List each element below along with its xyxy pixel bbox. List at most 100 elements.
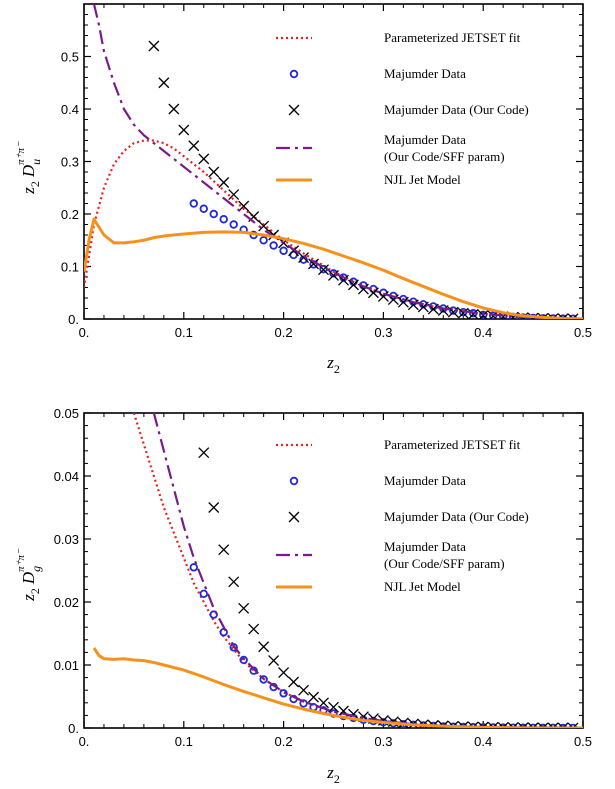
x-tick-label: 0.2 bbox=[275, 325, 293, 340]
x-marker-stroke bbox=[298, 684, 310, 696]
point-majumder-data-our-code bbox=[178, 124, 190, 136]
x-marker-stroke bbox=[478, 309, 489, 319]
point-majumder-data-our-code bbox=[228, 576, 240, 588]
x-marker-stroke bbox=[397, 296, 409, 308]
point-majumder-data bbox=[259, 236, 268, 245]
x-marker-stroke bbox=[338, 705, 349, 717]
x-marker-stroke bbox=[417, 301, 429, 313]
x-marker-stroke bbox=[288, 676, 300, 688]
point-majumder-data bbox=[189, 563, 198, 572]
point-majumder-data-our-code bbox=[457, 307, 469, 319]
x-marker-stroke bbox=[407, 299, 419, 311]
point-majumder-data-our-code bbox=[148, 40, 160, 52]
legend-swatch-majumder-data bbox=[289, 69, 299, 79]
x-marker-stroke bbox=[298, 252, 310, 264]
y-tick-label: 0.05 bbox=[54, 406, 79, 421]
point-majumder-data-our-code bbox=[278, 667, 290, 679]
y-tick-label: 0.5 bbox=[61, 50, 79, 65]
x-marker-stroke bbox=[447, 306, 459, 318]
point-majumder-data-our-code bbox=[308, 258, 319, 270]
point-majumder-data bbox=[279, 689, 288, 698]
x-tick-label: 0.5 bbox=[574, 734, 592, 749]
x-marker-stroke bbox=[377, 290, 389, 302]
point-majumder-data-our-code bbox=[218, 544, 230, 556]
legend-label-majumder-data-our-code-sff-param: Majumder Data bbox=[384, 539, 466, 554]
point-majumder-data-our-code bbox=[198, 447, 210, 459]
point-majumder-data bbox=[479, 310, 488, 319]
point-majumder-data-our-code bbox=[348, 279, 359, 291]
x-marker-stroke bbox=[278, 667, 290, 679]
point-majumder-data-our-code bbox=[328, 701, 339, 713]
point-majumder-data-our-code bbox=[268, 655, 280, 667]
top-panel: 0. 0.1 0.2 0.3 0.4 0.5 0. 0.1 0.2 0.3 0.4 0.5 z2 z2Du… bbox=[15, 3, 592, 376]
x-axis-title: z2 bbox=[326, 763, 340, 786]
x-marker-stroke bbox=[308, 691, 319, 703]
point-majumder-data-our-code bbox=[477, 309, 489, 319]
point-majumder-data-our-code bbox=[328, 269, 339, 281]
x-marker-stroke bbox=[168, 103, 180, 115]
x-tick-label: 0. bbox=[79, 734, 90, 749]
legend-label-majumder-data: Majumder Data bbox=[384, 473, 466, 488]
x-marker-stroke bbox=[328, 269, 339, 281]
x-marker-stroke bbox=[338, 274, 349, 286]
y-tick-label: 0.2 bbox=[61, 207, 79, 222]
legend-label-parameterized-jetset-fit: Parameterized JETSET fit bbox=[384, 437, 521, 452]
x-marker-stroke bbox=[489, 310, 499, 319]
x-marker-stroke bbox=[218, 544, 230, 556]
legend-label-majumder-data: Majumder Data bbox=[384, 66, 466, 81]
legend: Parameterized JETSET fit Majumder Data Maj… bbox=[276, 437, 529, 594]
x-marker-stroke bbox=[158, 77, 170, 89]
point-majumder-data bbox=[189, 199, 198, 208]
x-tick-label: 0.5 bbox=[574, 325, 592, 340]
point-majumder-data-our-code bbox=[188, 140, 200, 152]
point-majumder-data-our-code bbox=[298, 252, 310, 264]
point-majumder-data bbox=[319, 264, 328, 274]
y-tick-label: 0.1 bbox=[61, 260, 79, 275]
series-line-njl-jet-model bbox=[84, 217, 583, 319]
point-majumder-data-our-code bbox=[258, 220, 270, 232]
legend-label-majumder-data-our-code-sff-param: Majumder Data bbox=[384, 132, 466, 147]
x-tick-label: 0.1 bbox=[175, 325, 193, 340]
y-axis-title: z2Duπ⁺π⁻ bbox=[15, 141, 43, 195]
point-majumder-data-our-code bbox=[158, 77, 170, 89]
x-marker-stroke bbox=[377, 714, 389, 726]
point-majumder-data-our-code bbox=[258, 641, 270, 653]
legend: Parameterized JETSET fit Majumder Data Maj… bbox=[276, 30, 529, 187]
x-marker-stroke bbox=[268, 655, 280, 667]
point-majumder-data bbox=[259, 675, 268, 684]
y-tick-label: 0. bbox=[68, 721, 79, 736]
point-majumder-data bbox=[199, 589, 208, 599]
point-majumder-data-our-code bbox=[248, 623, 260, 635]
x-tick-label: 0. bbox=[79, 325, 90, 340]
point-majumder-data bbox=[229, 220, 238, 229]
legend-swatch-majumder-data-our-code bbox=[288, 104, 300, 116]
point-majumder-data-our-code bbox=[308, 691, 319, 703]
legend-label-majumder-data-our-code-sff-param: (Our Code/SFF param) bbox=[384, 149, 505, 164]
point-majumder-data-our-code bbox=[168, 103, 180, 115]
series-line-parameterized-jetset-fit bbox=[84, 139, 583, 319]
x-tick-label: 0.3 bbox=[374, 325, 392, 340]
legend-swatch-majumder-data-our-code bbox=[288, 511, 300, 523]
legend-label-njl-jet-model: NJL Jet Model bbox=[384, 579, 461, 594]
point-majumder-data bbox=[239, 655, 248, 665]
x-marker-stroke bbox=[218, 177, 230, 188]
x-marker-stroke bbox=[437, 305, 449, 317]
series-line-majumder-data-our-code-sff-param bbox=[152, 413, 583, 728]
x-marker-stroke bbox=[258, 641, 270, 653]
point-majumder-data bbox=[219, 215, 228, 224]
legend-label-majumder-data-our-code: Majumder Data (Our Code) bbox=[384, 102, 529, 117]
y-tick-label: 0.3 bbox=[61, 155, 79, 170]
x-marker-stroke bbox=[318, 264, 329, 276]
y-axis-title: z2Dgπ⁺π⁻ bbox=[15, 548, 43, 602]
x-marker-stroke bbox=[238, 200, 250, 212]
x-marker-stroke bbox=[457, 307, 469, 319]
x-tick-label: 0.3 bbox=[374, 734, 392, 749]
x-marker-stroke bbox=[178, 124, 190, 136]
x-marker-stroke bbox=[288, 511, 300, 523]
series-line-majumder-data-our-code-sff-param bbox=[92, 4, 583, 319]
x-tick-label: 0.2 bbox=[275, 734, 293, 749]
y-tick-label: 0.04 bbox=[54, 469, 79, 484]
x-marker-stroke bbox=[308, 258, 319, 270]
plot-area bbox=[84, 4, 583, 319]
